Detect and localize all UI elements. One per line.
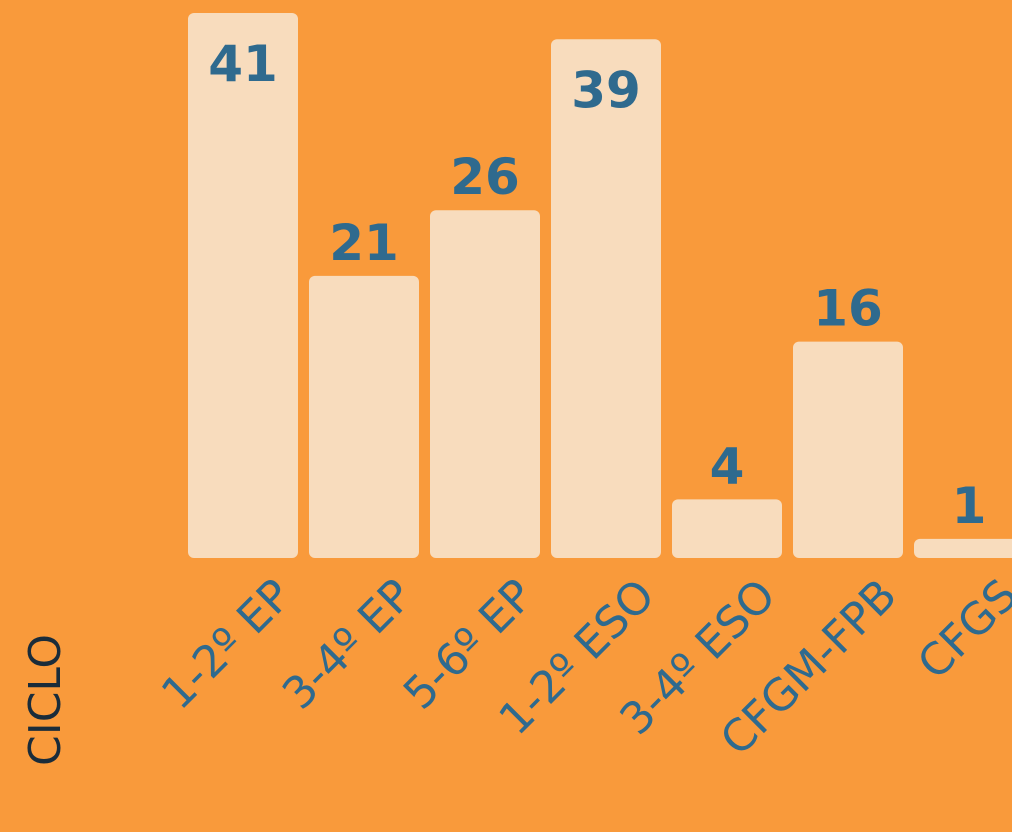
bar	[914, 538, 1012, 558]
bar-value-label: 21	[329, 214, 399, 272]
x-axis-label: CICLO	[20, 634, 71, 766]
bar	[188, 13, 298, 558]
bar	[793, 341, 903, 558]
x-tick-label: 3-4º EP	[273, 570, 423, 720]
value-labels-group: 41 21 26 39 4 16 1	[208, 35, 986, 535]
x-tick-label: CFGS	[908, 570, 1012, 690]
bars-group	[188, 13, 1012, 559]
x-tick-label: 1-2º EP	[152, 570, 302, 720]
bar-value-label: 41	[208, 35, 278, 93]
bar	[309, 275, 419, 558]
bar-value-label: 16	[813, 280, 883, 338]
bar	[430, 210, 540, 558]
bar	[551, 39, 661, 559]
bar-value-label: 39	[571, 61, 641, 119]
bar-value-label: 26	[450, 148, 520, 206]
bar-value-label: 1	[952, 477, 987, 535]
bar-value-label: 4	[710, 437, 745, 495]
bar	[672, 499, 782, 558]
